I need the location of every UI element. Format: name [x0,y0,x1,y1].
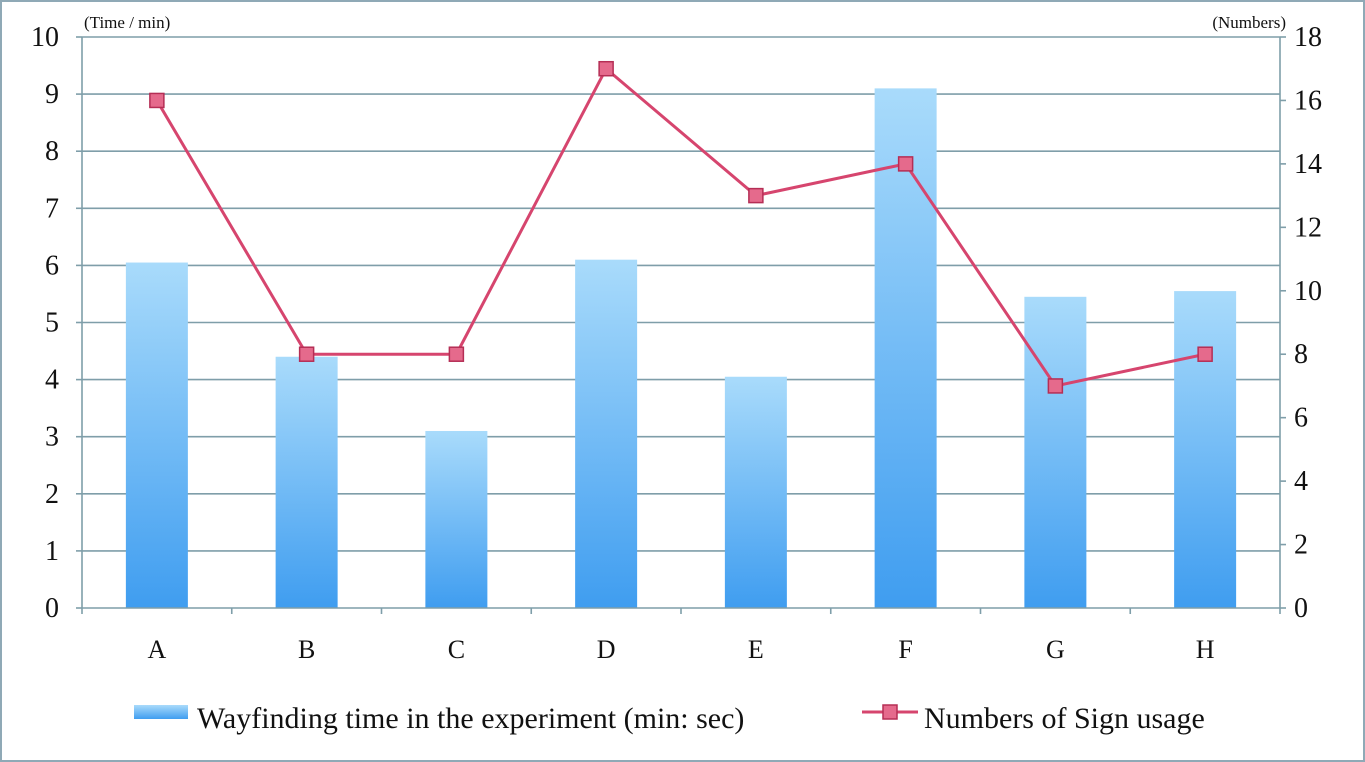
marker-G [1047,378,1064,394]
category-label-D: D [597,635,616,664]
right-tick-label: 10 [1294,276,1322,307]
marker-F [897,156,914,172]
left-tick-label: 9 [45,79,59,110]
axes [76,36,1286,614]
left-tick-label: 6 [45,250,59,281]
legend: Wayfinding time in the experiment (min: … [134,702,1205,735]
line-series [149,60,1213,394]
left-tick-label: 2 [45,479,59,510]
marker-A [149,92,165,109]
bar-H [1174,291,1237,608]
right-tick-label: 14 [1294,149,1322,180]
right-tick-label: 18 [1294,22,1322,53]
left-tick-label: 3 [45,422,59,453]
left-tick-label: 5 [45,308,59,339]
left-tick-label: 0 [45,593,59,624]
right-tick-label: 6 [1294,403,1308,434]
right-tick-label: 12 [1294,212,1322,243]
right-tick-label: 8 [1294,339,1308,370]
category-label-E: E [748,635,764,664]
category-label-F: F [898,635,912,664]
bar-B [275,356,338,608]
legend-bar-swatch [134,705,188,719]
marker-D [598,60,614,77]
right-tick-label: 0 [1294,593,1308,624]
left-tick-label: 1 [45,536,59,567]
left-tick-label: 10 [31,22,59,53]
bar-series [125,88,1237,608]
sign-usage-line [155,66,1206,388]
legend-line-label: Numbers of Sign usage [924,702,1205,735]
right-tick-label: 4 [1294,466,1308,497]
left-tick-label: 8 [45,136,59,167]
bar-E [724,376,787,608]
right-tick-label: 16 [1294,85,1322,116]
bar-F [874,88,937,608]
bar-C [425,430,488,608]
gridlines [82,36,1280,552]
marker-H [1197,346,1213,362]
right-axis-label: (Numbers) [1212,13,1286,32]
bar-A [125,262,188,608]
category-label-A: A [147,635,166,664]
right-tick-label: 2 [1294,530,1308,561]
bar-G [1024,296,1087,608]
category-label-B: B [298,635,315,664]
bar-D [575,259,638,608]
legend-line-marker [882,704,898,720]
category-label-G: G [1046,635,1065,664]
left-tick-label: 4 [45,365,59,396]
left-axis-label: (Time / min) [84,13,170,32]
category-label-C: C [448,635,465,664]
category-label-H: H [1196,635,1215,664]
left-tick-label: 7 [45,193,59,224]
marker-C [448,346,465,362]
legend-bar-label: Wayfinding time in the experiment (min: … [197,702,744,735]
marker-B [298,346,315,362]
marker-E [748,187,764,204]
